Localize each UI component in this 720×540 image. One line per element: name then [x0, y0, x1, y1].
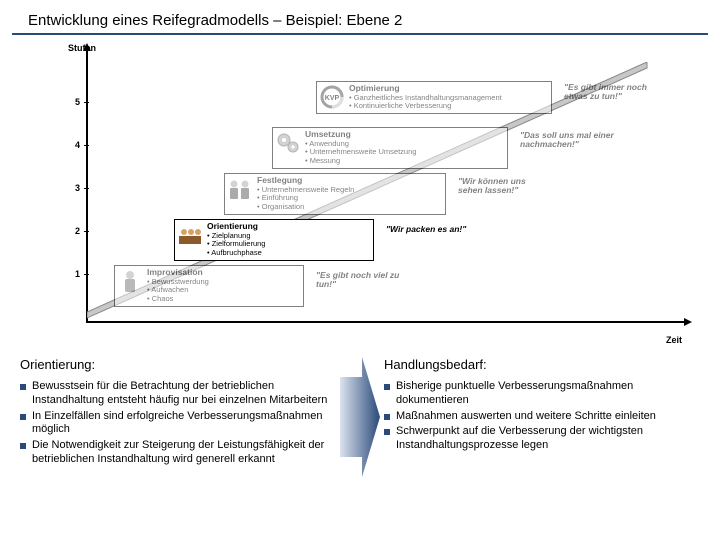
stage-text: Optimierung• Ganzheitliches Instandhaltu… — [349, 84, 502, 111]
orientation-item-1: In Einzelfällen sind erfolgreiche Verbes… — [20, 410, 336, 438]
orientation-heading: Orientierung: — [20, 357, 336, 372]
actions-column: Handlungsbedarf: Bisherige punktuelle Ve… — [384, 357, 700, 477]
stage-box-1: Orientierung• Zielplanung• Zielformulier… — [174, 219, 374, 261]
ytick-2: 2 — [70, 226, 80, 236]
stage-points: • Unternehmensweite Regeln• Einführung• … — [257, 186, 354, 212]
stage-icon-kvp: KVP — [319, 84, 345, 110]
stage-points: • Zielplanung• Zielformulierung• Aufbruc… — [207, 232, 265, 258]
ytick-1: 1 — [70, 269, 80, 279]
actions-list: Bisherige punktuelle Verbesserungs­maßna… — [384, 380, 700, 453]
orientation-column: Orientierung: Bewusstsein für die Betrac… — [20, 357, 336, 477]
stage-icon-meeting — [177, 222, 203, 248]
stage-icon-gears — [275, 130, 301, 156]
ytick-5: 5 — [70, 97, 80, 107]
stage-points: • Bewusstwerdung• Aufwachen• Chaos — [147, 278, 209, 304]
ytick-4: 4 — [70, 140, 80, 150]
orientation-item-2: Die Notwendigkeit zur Steigerung der Lei… — [20, 439, 336, 467]
stage-box-4: KVP Optimierung• Ganzheitliches Instandha… — [316, 81, 552, 114]
stage-box-3: Umsetzung• Anwendung• Unternehmensweite … — [272, 127, 508, 169]
stage-text: Umsetzung• Anwendung• Unternehmensweite … — [305, 130, 416, 166]
actions-item-1: Maßnahmen auswerten und weitere Schritte… — [384, 410, 700, 424]
orientation-list: Bewusstsein für die Betrachtung der betr… — [20, 380, 336, 467]
stage-icon-team — [227, 176, 253, 202]
maturity-chart: Stufen Zeit 1 2 3 4 5 Improvisation• Bewusst… — [20, 41, 700, 351]
arrow-divider — [336, 357, 384, 477]
stage-points: • Anwendung• Unternehmensweite Umsetzung… — [305, 140, 416, 166]
stage-quote-1: "Wir packen es an!" — [386, 225, 476, 234]
stage-points: • Ganzheitliches Instandhaltungsmanageme… — [349, 94, 502, 111]
actions-item-0: Bisherige punktuelle Verbesserungs­maßna… — [384, 380, 700, 408]
stage-text: Improvisation• Bewusstwerdung• Aufwachen… — [147, 268, 209, 304]
stage-box-2: Festlegung• Unternehmensweite Regeln• Ei… — [224, 173, 446, 215]
ytick-3: 3 — [70, 183, 80, 193]
svg-text:KVP: KVP — [325, 95, 340, 102]
stage-box-0: Improvisation• Bewusstwerdung• Aufwachen… — [114, 265, 304, 307]
arrow-icon — [340, 357, 380, 477]
page-title: Entwicklung eines Reifegradmodells – Bei… — [12, 0, 708, 35]
stage-text: Festlegung• Unternehmensweite Regeln• Ei… — [257, 176, 354, 212]
stage-quote-3: "Das soll uns mal einer nachmachen!" — [520, 131, 624, 150]
stage-quote-0: "Es gibt noch viel zu tun!" — [316, 271, 412, 290]
orientation-item-0: Bewusstsein für die Betrachtung der betr… — [20, 380, 336, 408]
stage-text: Orientierung• Zielplanung• Zielformulier… — [207, 222, 265, 258]
stage-quote-4: "Es gibt immer noch etwas zu tun!" — [564, 83, 664, 102]
stage-quote-2: "Wir können uns sehen lassen!" — [458, 177, 550, 196]
stage-icon-person — [117, 268, 143, 294]
actions-heading: Handlungsbedarf: — [384, 357, 700, 372]
y-axis-label: Stufen — [68, 43, 96, 53]
x-axis-label: Zeit — [666, 335, 682, 345]
bottom-columns: Orientierung: Bewusstsein für die Betrac… — [20, 357, 700, 477]
actions-item-2: Schwerpunkt auf die Verbesserung der wic… — [384, 425, 700, 453]
